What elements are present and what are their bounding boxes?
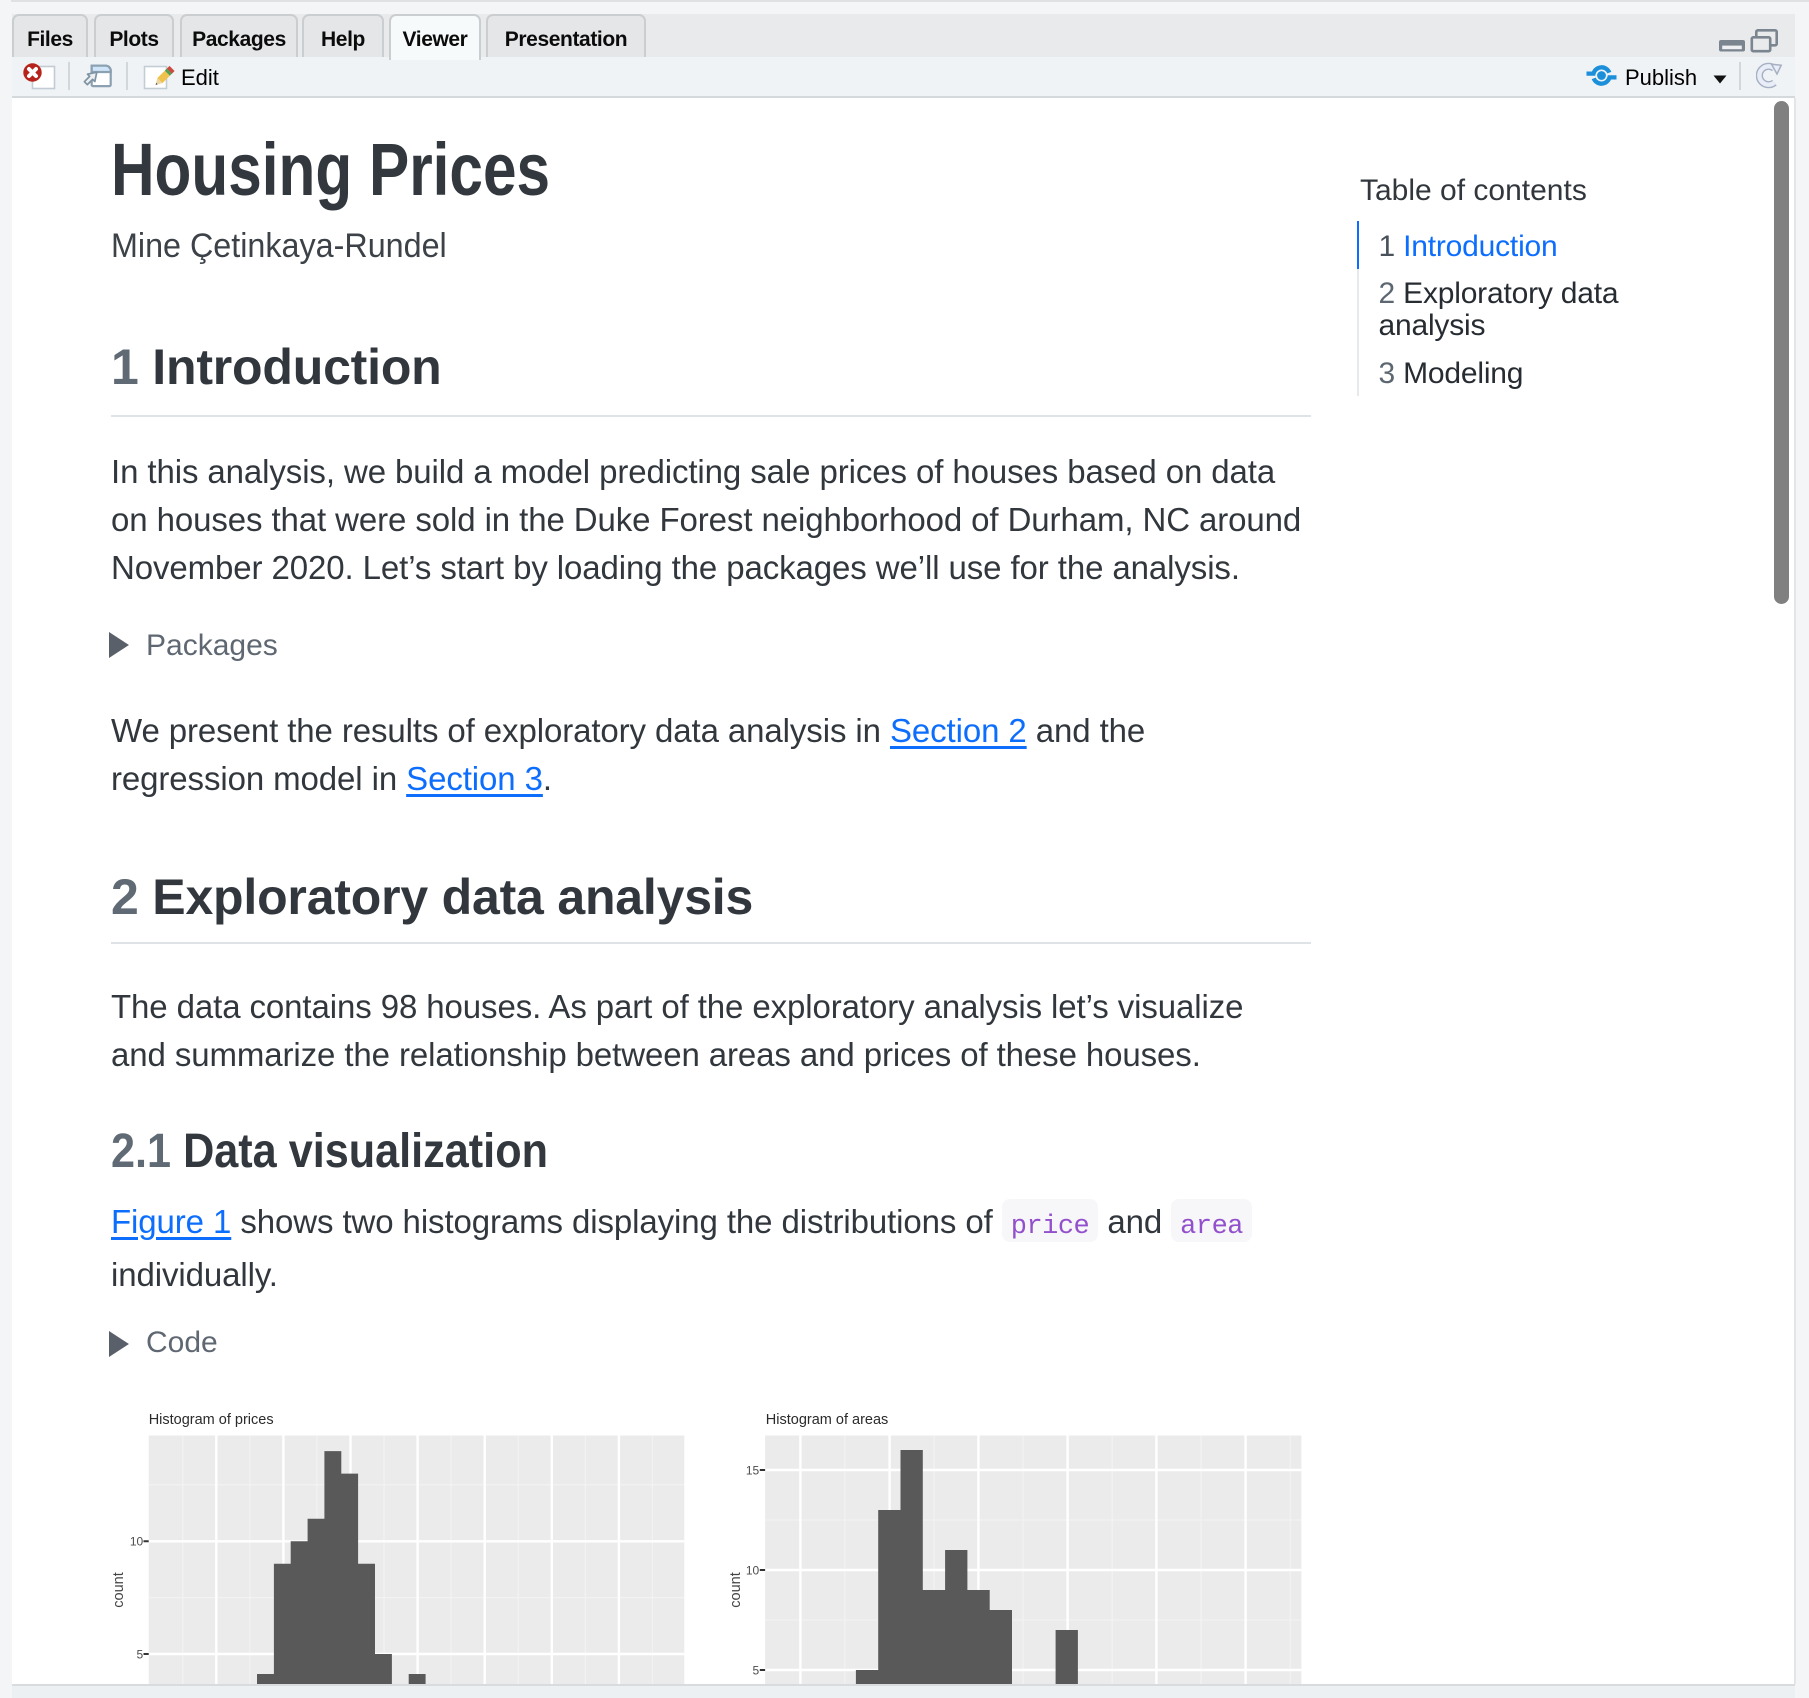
svg-text:count: count <box>111 1572 127 1607</box>
svg-text:10: 10 <box>746 1563 760 1577</box>
svg-text:Histogram of areas: Histogram of areas <box>766 1412 889 1428</box>
svg-text:5: 5 <box>137 1647 144 1661</box>
svg-text:5: 5 <box>753 1663 760 1677</box>
svg-text:count: count <box>728 1572 744 1607</box>
svg-text:Histogram of prices: Histogram of prices <box>149 1412 274 1428</box>
svg-text:10: 10 <box>130 1535 144 1549</box>
svg-text:15: 15 <box>746 1463 760 1477</box>
